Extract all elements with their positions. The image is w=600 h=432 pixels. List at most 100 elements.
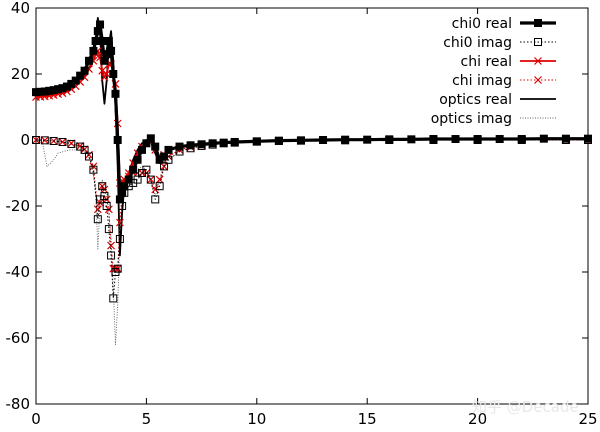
data-point <box>124 175 133 184</box>
data-point <box>451 135 460 144</box>
data-point <box>115 195 124 204</box>
data-point <box>58 138 67 146</box>
data-point <box>109 70 118 78</box>
data-point <box>98 66 107 75</box>
data-point <box>32 136 40 144</box>
data-point <box>80 145 89 154</box>
axes: 0 5 10 15 20 25 -80 -60 -40 -20 0 20 40 <box>6 0 598 428</box>
y-tick-label: -60 <box>6 329 31 347</box>
data-point <box>32 88 40 97</box>
data-point <box>146 175 155 184</box>
legend-label: chi0 real <box>452 16 512 32</box>
data-point <box>561 134 570 143</box>
data-point <box>142 139 151 148</box>
data-point <box>252 137 261 146</box>
data-point <box>160 152 169 161</box>
data-point <box>341 135 350 144</box>
data-point <box>186 141 195 150</box>
data-point <box>104 225 113 234</box>
data-point <box>102 70 111 78</box>
y-tick-label: -80 <box>6 395 31 413</box>
data-point <box>40 136 49 145</box>
data-point <box>107 251 116 260</box>
data-point <box>517 135 526 144</box>
data-point <box>40 136 49 145</box>
data-point <box>151 185 160 194</box>
x-tick-label: 5 <box>142 410 152 428</box>
x-tick-label: 20 <box>468 410 487 428</box>
y-tick-label: 0 <box>20 131 30 149</box>
data-point <box>111 89 120 98</box>
x-tick-label: 10 <box>247 410 266 428</box>
data-point <box>96 20 105 29</box>
data-point <box>197 140 206 149</box>
legend-marker <box>534 38 542 46</box>
data-point <box>93 215 102 224</box>
data-point <box>539 134 548 143</box>
data-point <box>164 145 173 154</box>
data-point <box>113 264 122 273</box>
legend-marker <box>534 19 542 27</box>
data-point <box>36 87 45 96</box>
data-point <box>151 142 160 151</box>
data-point <box>385 135 394 144</box>
data-point <box>45 86 54 95</box>
data-point <box>76 71 85 80</box>
legend-label: chi imag <box>452 73 512 89</box>
y-tick-label: -20 <box>6 197 31 215</box>
data-point <box>274 136 283 145</box>
data-point <box>219 138 228 147</box>
data-point <box>107 46 116 55</box>
data-point <box>319 136 328 144</box>
data-point <box>84 152 93 161</box>
data-point <box>67 139 76 148</box>
data-point <box>62 82 71 91</box>
legend-label: optics imag <box>431 111 512 127</box>
data-point <box>115 218 124 227</box>
legend: chi0 real chi0 imag chi real chi imag optics… <box>431 16 556 127</box>
data-point <box>89 46 98 55</box>
data-point <box>102 202 111 210</box>
data-point <box>118 188 127 197</box>
data-point <box>120 182 129 191</box>
data-point <box>100 192 109 201</box>
data-point <box>89 165 98 174</box>
series-3 <box>32 136 592 273</box>
data-point <box>115 235 124 243</box>
data-point <box>296 136 305 145</box>
data-point <box>155 155 164 164</box>
data-point <box>133 175 142 184</box>
data-point <box>58 84 67 93</box>
data-point <box>76 142 85 150</box>
data-point <box>58 137 67 146</box>
data-point <box>146 175 155 184</box>
data-point <box>363 135 372 144</box>
data-point <box>93 205 102 214</box>
x-tick-label: 15 <box>358 410 377 428</box>
data-point <box>67 79 76 88</box>
data-point <box>407 135 416 144</box>
data-point <box>133 155 142 164</box>
data-point <box>155 182 164 191</box>
series-group <box>32 17 592 346</box>
x-tick-label: 25 <box>578 410 597 428</box>
x-tick-label: 0 <box>31 410 41 428</box>
data-point <box>93 27 102 36</box>
data-point <box>49 136 58 145</box>
data-point <box>495 135 504 144</box>
data-point <box>230 137 239 146</box>
data-point <box>429 135 438 144</box>
y-tick-label: 40 <box>11 0 30 17</box>
data-point <box>109 294 118 303</box>
data-point <box>71 76 80 85</box>
data-point <box>80 66 89 75</box>
data-point <box>49 86 58 95</box>
y-tick-label: -40 <box>6 263 31 281</box>
data-point <box>67 139 76 148</box>
data-point <box>113 136 122 144</box>
legend-label: optics real <box>439 92 512 108</box>
data-point <box>473 135 482 144</box>
data-point <box>84 56 93 65</box>
data-point <box>584 134 592 143</box>
